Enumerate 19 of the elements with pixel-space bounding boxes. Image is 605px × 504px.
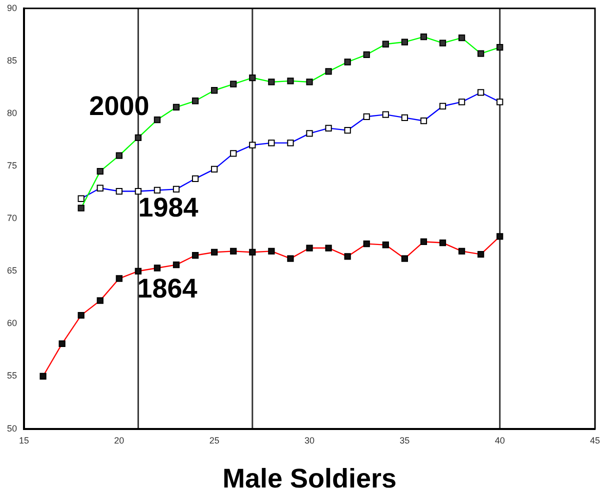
y-tick-label: 70 (6, 213, 18, 224)
x-tick-label: 45 (590, 436, 600, 446)
x-axis-title: Male Soldiers (222, 463, 397, 494)
x-tick-label: 30 (304, 436, 315, 446)
y-tick-label: 75 (6, 160, 18, 171)
y-tick-label: 60 (6, 318, 18, 328)
x-tick-label: 20 (114, 436, 124, 446)
x-tick-label: 35 (400, 436, 410, 446)
x-tick-label: 15 (19, 436, 30, 446)
y-tick-label: 90 (6, 2, 18, 13)
series-label: 1984 (138, 192, 198, 223)
y-tick-label: 55 (6, 370, 18, 381)
y-tick-label: 65 (6, 266, 18, 276)
y-tick-label: 50 (6, 423, 18, 434)
y-tick-label: 80 (6, 108, 18, 118)
series-label: 1864 (137, 273, 198, 304)
y-tick-label: 85 (6, 55, 18, 66)
x-tick-label: 40 (494, 436, 505, 446)
x-tick-label: 25 (209, 436, 220, 446)
